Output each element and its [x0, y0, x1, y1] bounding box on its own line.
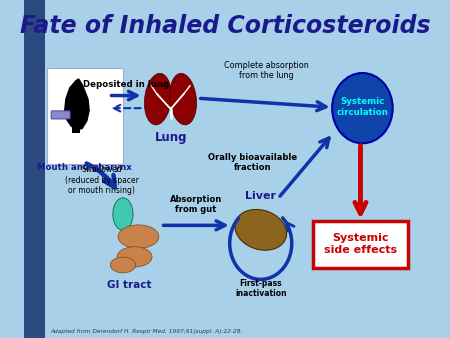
Polygon shape [65, 79, 89, 130]
Text: Fate of Inhaled Corticosteroids: Fate of Inhaled Corticosteroids [21, 14, 431, 38]
FancyBboxPatch shape [47, 68, 123, 165]
Ellipse shape [144, 73, 171, 125]
Ellipse shape [235, 210, 287, 250]
Ellipse shape [118, 225, 159, 248]
FancyBboxPatch shape [313, 221, 408, 268]
Text: Swallowed
(reduced by spacer
or mouth rinsing): Swallowed (reduced by spacer or mouth ri… [65, 165, 139, 195]
Text: Adapted from Derendorf H. Respir Med. 1997;91(suppl. A):22-28.: Adapted from Derendorf H. Respir Med. 19… [50, 330, 243, 334]
Text: Lung: Lung [154, 131, 187, 144]
Text: Absorption
from gut: Absorption from gut [170, 195, 222, 214]
Ellipse shape [113, 198, 133, 230]
Text: Deposited in lung: Deposited in lung [83, 80, 169, 89]
Text: GI tract: GI tract [107, 280, 151, 290]
Text: Mouth and pharynx: Mouth and pharynx [37, 163, 131, 172]
Text: Systemic
circulation: Systemic circulation [337, 97, 388, 117]
Text: Systemic
side effects: Systemic side effects [324, 233, 397, 256]
Ellipse shape [170, 73, 197, 125]
Ellipse shape [110, 257, 135, 273]
Bar [24, 0, 45, 338]
Ellipse shape [117, 247, 152, 267]
FancyBboxPatch shape [51, 111, 70, 119]
Circle shape [332, 73, 393, 143]
Text: First-pass
inactivation: First-pass inactivation [235, 279, 287, 298]
Text: Orally bioavailable
fraction: Orally bioavailable fraction [208, 152, 297, 172]
Bar [72, 124, 80, 133]
Text: Complete absorption
from the lung: Complete absorption from the lung [224, 61, 309, 80]
Text: Liver: Liver [245, 191, 276, 200]
